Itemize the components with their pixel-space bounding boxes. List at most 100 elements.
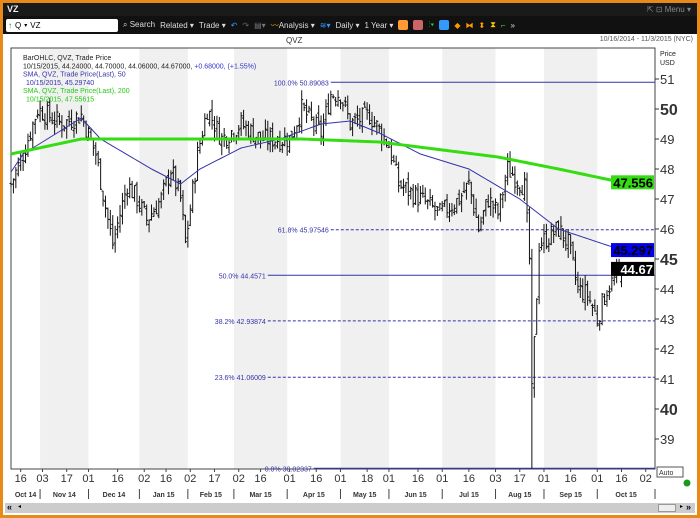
folder-icon[interactable]: ▤▾ — [254, 20, 266, 30]
legend-ohlc-values: 10/15/2015, 44.24000, 44.70000, 44.06000… — [23, 63, 256, 70]
studies-icon[interactable]: ≋▾ — [319, 20, 331, 30]
month-label: May 15 — [353, 492, 376, 499]
auto-scale-label: Auto — [659, 470, 674, 477]
symbol-type[interactable]: Q — [15, 20, 22, 30]
y-tick-label: 49 — [660, 132, 674, 147]
layout-icon[interactable] — [439, 20, 450, 30]
scroll-right-icon[interactable]: ▸ — [680, 504, 684, 510]
period-menu[interactable]: Daily ▾ — [335, 20, 360, 30]
fib-label: 100.0% 50.89083 — [274, 80, 329, 87]
y-tick-label: 47 — [660, 192, 674, 207]
compare-icon[interactable] — [413, 20, 424, 30]
symbol-input[interactable]: ↑ Q ▾ VZ — [6, 18, 118, 32]
y-tick-label: 40 — [660, 402, 678, 419]
scroll-last-icon[interactable]: » — [686, 502, 692, 512]
month-stripe — [340, 48, 389, 469]
search-label: Search — [129, 20, 156, 29]
x-tick-label: 03 — [36, 473, 48, 485]
fib-label: 23.6% 41.06009 — [215, 375, 266, 382]
x-tick-label: 16 — [111, 473, 123, 485]
month-stripe — [139, 48, 188, 469]
x-tick-label: 17 — [514, 473, 526, 485]
x-tick-label: 02 — [138, 473, 150, 485]
related-menu[interactable]: Related ▾ — [160, 20, 194, 30]
crop-icon[interactable]: ⌐ — [500, 20, 506, 30]
price-chart[interactable]: 100.0% 50.89083 61.8% 45.97546 50.0% 44.45… — [3, 34, 697, 502]
more-icon[interactable]: » — [510, 20, 515, 30]
x-tick-label: 17 — [61, 473, 73, 485]
symbol-value[interactable]: VZ — [30, 20, 41, 30]
range-menu[interactable]: 1 Year ▾ — [364, 20, 394, 30]
x-tick-label: 16 — [310, 473, 322, 485]
month-label: Dec 14 — [103, 492, 126, 499]
y-tick-label: 39 — [660, 432, 674, 447]
y-tick-label: 42 — [660, 342, 674, 357]
chart-type-icon[interactable] — [398, 20, 409, 30]
shrink-horizontal-icon[interactable]: ⧓ — [465, 20, 474, 30]
last-value-badge — [611, 261, 654, 276]
hourglass-icon[interactable]: ⧗ — [490, 20, 496, 29]
month-label: Jun 15 — [404, 492, 426, 499]
window-titlebar: VZ ⇱ ⊡ Menu ▾ — [3, 3, 697, 16]
month-label: Feb 15 — [200, 492, 222, 499]
x-tick-label: 16 — [412, 473, 424, 485]
x-tick-label: 16 — [15, 473, 27, 485]
window-menu[interactable]: ⇱ ⊡ Menu ▾ — [646, 5, 691, 14]
month-label: Sep 15 — [559, 492, 582, 499]
x-tick-label: 16 — [615, 473, 627, 485]
time-scrollbar[interactable]: « ◂ ▸ » — [5, 502, 695, 513]
date-range: 10/16/2014 - 11/3/2015 (NYC) — [599, 36, 693, 43]
y-tick-label: 44 — [660, 282, 674, 297]
legend-line: SMA, QVZ, Trade Price(Last), 200 — [23, 88, 130, 95]
last-value-badge — [611, 243, 654, 258]
x-tick-label: 03 — [489, 473, 501, 485]
last-value-label: 44.67 — [620, 262, 653, 277]
x-tick-label: 01 — [283, 473, 295, 485]
y-tick-label: 45 — [660, 252, 678, 269]
month-label: Aug 15 — [508, 492, 531, 499]
status-dot — [683, 479, 691, 487]
last-value-badge — [611, 175, 654, 190]
x-tick-label: 02 — [640, 473, 652, 485]
sma200-line — [10, 137, 622, 184]
symbol-type-dropdown[interactable]: ▾ — [24, 22, 28, 29]
legend-line: 10/15/2015, 47.55615 — [26, 97, 94, 104]
month-label: Oct 15 — [615, 492, 637, 499]
search-button[interactable]: ⌕ Search — [123, 20, 156, 29]
x-tick-label: 02 — [233, 473, 245, 485]
scroll-thumb[interactable] — [658, 504, 676, 512]
scroll-first-icon[interactable]: « — [7, 502, 13, 512]
month-label: Oct 14 — [15, 492, 37, 499]
analysis-menu[interactable]: 〰Analysis ▾ — [271, 20, 315, 31]
fib-label: 38.2% 42.93874 — [215, 319, 266, 326]
x-tick-label: 01 — [538, 473, 550, 485]
month-label: Mar 15 — [249, 492, 271, 499]
chart-area[interactable]: QVZ 10/16/2014 - 11/3/2015 (NYC) 100.0% … — [3, 34, 697, 515]
month-label: Jul 15 — [459, 492, 479, 499]
y-tick-label: 41 — [660, 372, 674, 387]
trade-menu[interactable]: Trade ▾ — [198, 20, 226, 30]
toolbar: ↑ Q ▾ VZ ⌕ Search Related ▾ Trade ▾ ↶ ↷ … — [3, 16, 697, 34]
zoom-horizontal-icon[interactable]: ◆ — [454, 20, 461, 30]
redo-icon[interactable]: ↷ — [242, 20, 250, 30]
x-tick-label: 16 — [254, 473, 266, 485]
month-stripe — [442, 48, 496, 469]
window-title: VZ — [7, 4, 19, 14]
undo-icon[interactable]: ↶ — [230, 20, 238, 30]
month-label: Jan 15 — [153, 492, 175, 499]
analysis-label: Analysis ▾ — [278, 20, 315, 30]
month-stripe — [543, 48, 598, 469]
x-tick-label: 01 — [383, 473, 395, 485]
scroll-left-icon[interactable]: ◂ — [18, 504, 22, 510]
x-tick-label: 01 — [436, 473, 448, 485]
last-value-label: 45.297 — [613, 243, 653, 258]
zoom-vertical-icon[interactable]: ⬍ — [478, 20, 486, 30]
sma50-line — [10, 117, 622, 251]
axis-unit-price: Price — [660, 51, 676, 58]
y-tick-label: 50 — [660, 102, 678, 119]
bars-icon[interactable]: ⫶▾ — [428, 20, 435, 29]
legend-line: 10/15/2015, 45.29740 — [26, 80, 94, 87]
last-value-label: 47.556 — [613, 175, 653, 190]
x-tick-label: 16 — [160, 473, 172, 485]
fib-label: 50.0% 44.4571 — [219, 273, 266, 280]
